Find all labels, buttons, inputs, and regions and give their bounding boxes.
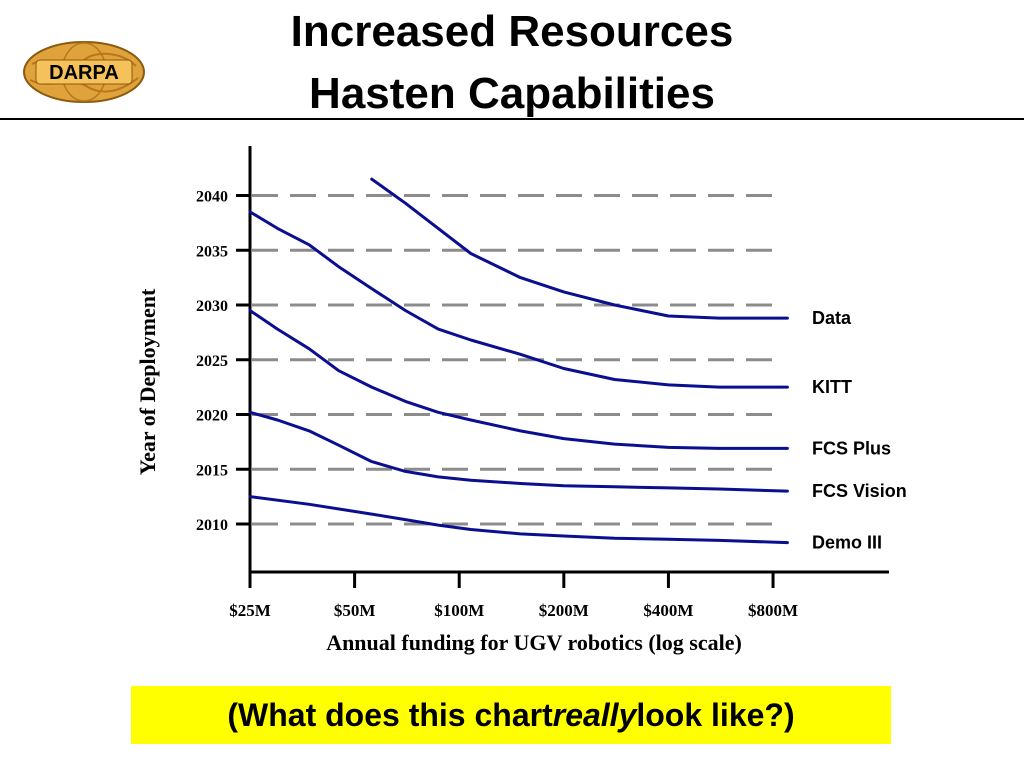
x-axis-title: Annual funding for UGV robotics (log sca… xyxy=(326,630,742,655)
darpa-globe-icon: DARPA xyxy=(23,41,145,103)
series-line xyxy=(248,495,789,545)
x-tick-label: $25M xyxy=(229,601,271,620)
page-title-line1: Increased Resources xyxy=(290,7,734,56)
y-tick-label: 2040 xyxy=(196,189,228,206)
callout-suffix: look like?) xyxy=(636,696,795,733)
x-tick-label: $800M xyxy=(748,601,798,620)
y-tick-label: 2035 xyxy=(196,243,228,260)
y-tick-label: 2030 xyxy=(196,298,228,315)
series-label: KITT xyxy=(812,377,852,397)
y-tick-label: 2020 xyxy=(196,408,228,425)
series-label: FCS Plus xyxy=(812,438,891,458)
series-label: Data xyxy=(812,308,852,328)
callout-emphasis: really xyxy=(552,696,637,733)
y-tick-label: 2015 xyxy=(196,462,228,479)
y-axis-title: Year of Deployment xyxy=(135,288,160,475)
series-line xyxy=(248,309,789,450)
y-tick-label: 2025 xyxy=(196,353,228,370)
x-tick-label: $50M xyxy=(334,601,376,620)
y-tick-label: 2010 xyxy=(196,517,228,534)
darpa-logo-text: DARPA xyxy=(49,62,119,84)
title-divider xyxy=(0,118,1024,120)
series-line xyxy=(248,410,789,493)
x-tick-label: $400M xyxy=(643,601,693,620)
series-line xyxy=(248,210,789,389)
x-tick-label: $100M xyxy=(434,601,484,620)
x-tick-label: $200M xyxy=(539,601,589,620)
series-label: Demo III xyxy=(812,533,882,553)
page-title-line2: Hasten Capabilities xyxy=(309,69,715,118)
callout-prefix: (What does this chart xyxy=(227,696,553,733)
series-line xyxy=(370,177,789,320)
darpa-logo: DARPA xyxy=(22,40,146,104)
callout-banner: (What does this chart really look like?) xyxy=(131,686,891,744)
series-label: FCS Vision xyxy=(812,481,907,501)
